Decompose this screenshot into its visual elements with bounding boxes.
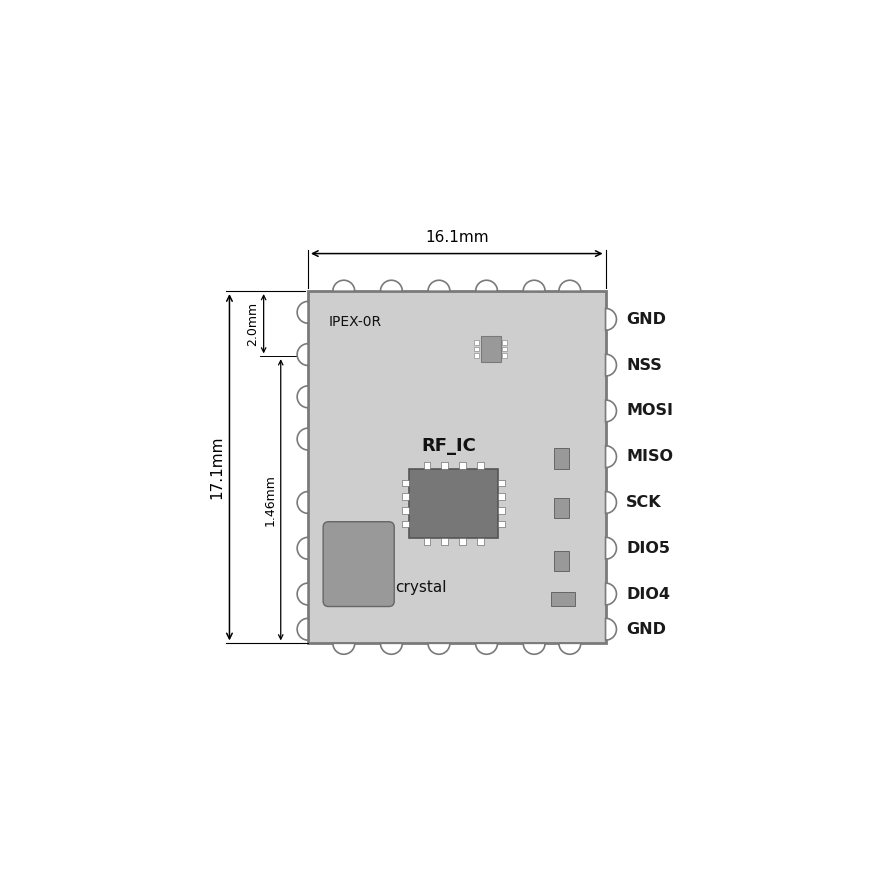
Bar [402, 493, 409, 500]
Wedge shape [297, 344, 308, 366]
Wedge shape [606, 618, 616, 640]
Bar [498, 507, 505, 514]
Wedge shape [297, 583, 308, 605]
Wedge shape [297, 618, 308, 640]
Bar [554, 498, 569, 519]
Wedge shape [606, 446, 616, 468]
Text: GND: GND [626, 622, 666, 637]
Bar [459, 463, 466, 469]
Bar [503, 353, 507, 358]
Text: RF_IC: RF_IC [421, 437, 476, 456]
Text: MOSI: MOSI [626, 403, 673, 418]
Wedge shape [333, 643, 354, 654]
Bar [477, 463, 484, 469]
Text: SCK: SCK [626, 495, 662, 510]
FancyBboxPatch shape [323, 522, 394, 607]
Bar [498, 480, 505, 487]
Bar [441, 463, 448, 469]
Text: 16.1mm: 16.1mm [425, 230, 488, 245]
Wedge shape [297, 428, 308, 450]
Text: DIO5: DIO5 [626, 541, 670, 556]
Wedge shape [333, 281, 354, 291]
Wedge shape [297, 386, 308, 408]
Bar [554, 551, 569, 571]
Text: NSS: NSS [626, 358, 662, 373]
Bar [441, 537, 448, 544]
Wedge shape [606, 583, 616, 605]
Bar [474, 340, 480, 345]
Bar [551, 592, 575, 607]
Bar [480, 336, 501, 361]
Wedge shape [476, 643, 497, 654]
Wedge shape [559, 643, 581, 654]
Text: DIO4: DIO4 [626, 586, 670, 601]
Bar [402, 480, 409, 487]
Wedge shape [297, 301, 308, 323]
Text: 1.46mm: 1.46mm [264, 474, 276, 526]
Bar [477, 537, 484, 544]
Bar [424, 463, 431, 469]
Wedge shape [297, 492, 308, 513]
Text: crystal: crystal [396, 580, 448, 595]
Bar [503, 340, 507, 345]
Bar [498, 520, 505, 527]
Wedge shape [476, 281, 497, 291]
Wedge shape [606, 354, 616, 376]
Bar [474, 346, 480, 352]
Bar [308, 291, 606, 643]
Text: GND: GND [626, 312, 666, 327]
Bar [402, 520, 409, 527]
Bar [459, 537, 466, 544]
Wedge shape [606, 308, 616, 330]
Wedge shape [380, 643, 402, 654]
Text: MISO: MISO [626, 449, 673, 464]
Wedge shape [380, 281, 402, 291]
Wedge shape [559, 281, 581, 291]
Bar [474, 353, 480, 358]
Text: 2.0mm: 2.0mm [246, 302, 259, 345]
Bar [503, 346, 507, 352]
Bar [554, 448, 569, 469]
Bar [498, 493, 505, 500]
Wedge shape [428, 643, 450, 654]
Text: 17.1mm: 17.1mm [210, 435, 225, 499]
Wedge shape [297, 537, 308, 559]
Wedge shape [606, 492, 616, 513]
Wedge shape [428, 281, 450, 291]
Wedge shape [523, 281, 545, 291]
Wedge shape [606, 537, 616, 559]
Bar [409, 469, 498, 537]
Wedge shape [523, 643, 545, 654]
Bar [424, 537, 431, 544]
Text: IPEX-0R: IPEX-0R [329, 315, 382, 329]
Bar [402, 507, 409, 514]
Wedge shape [606, 400, 616, 422]
